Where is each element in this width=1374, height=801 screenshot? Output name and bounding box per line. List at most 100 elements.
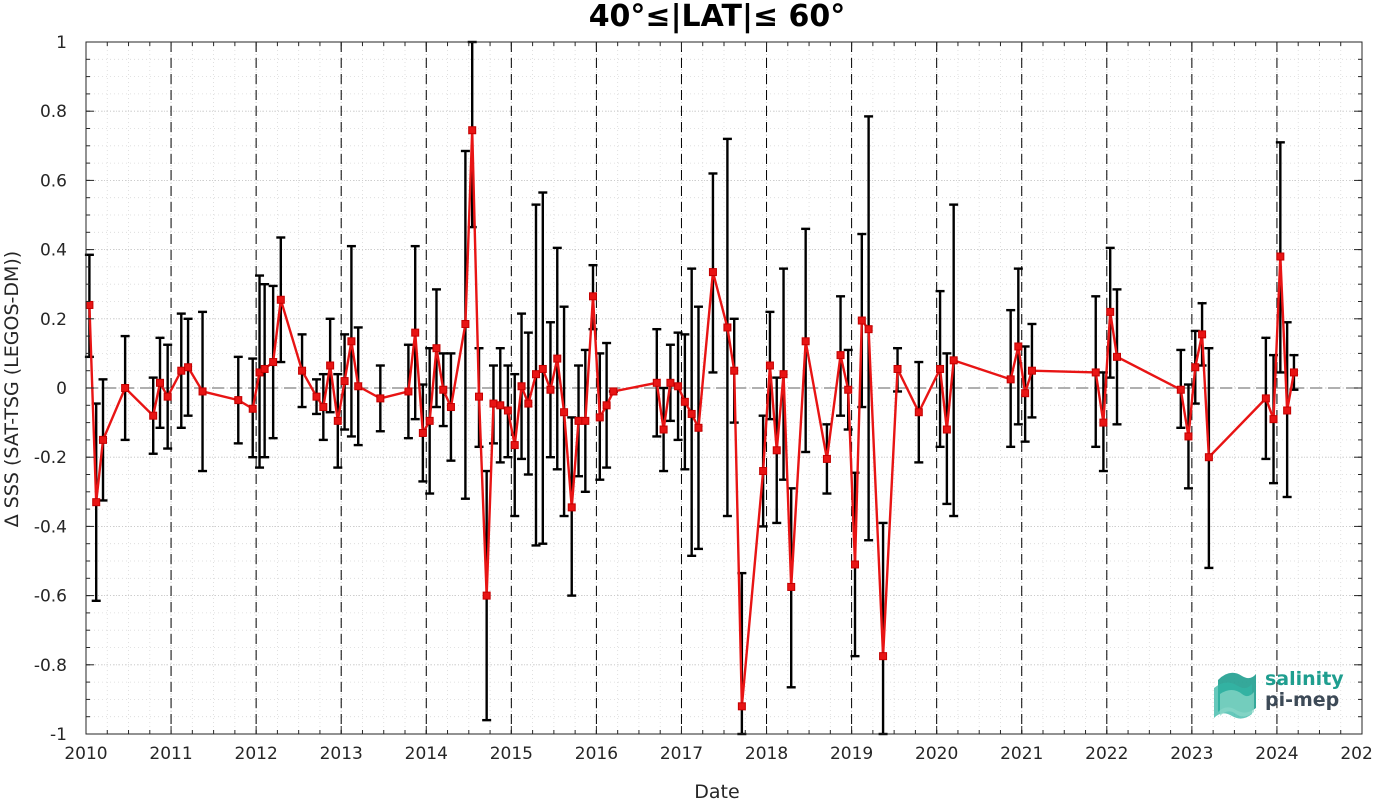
data-point xyxy=(1276,252,1285,261)
data-point xyxy=(517,382,526,391)
data-point xyxy=(92,498,101,507)
data-point xyxy=(354,382,363,391)
data-point xyxy=(85,300,94,309)
y-tick-label: 0.2 xyxy=(40,310,67,330)
data-point xyxy=(787,582,796,591)
x-tick-label: 2018 xyxy=(745,744,788,764)
data-point xyxy=(468,126,477,135)
y-tick-label: 0 xyxy=(56,379,67,399)
x-axis-title: Date xyxy=(694,781,739,801)
x-tick-label: 2019 xyxy=(830,744,873,764)
x-tick-label: 2014 xyxy=(405,744,448,764)
data-point xyxy=(851,560,860,569)
data-point xyxy=(857,316,866,325)
data-point xyxy=(1198,330,1207,339)
waves-logo-icon xyxy=(1214,672,1256,719)
data-point xyxy=(560,408,569,417)
data-point xyxy=(411,328,420,337)
data-point xyxy=(1269,415,1278,424)
data-point xyxy=(333,416,342,425)
x-tick-label: 2011 xyxy=(149,744,192,764)
data-point xyxy=(765,361,774,370)
data-point xyxy=(184,363,193,372)
x-tick-label: 2013 xyxy=(320,744,363,764)
data-point xyxy=(347,337,356,346)
data-point xyxy=(708,268,717,277)
data-point xyxy=(737,702,746,711)
data-point xyxy=(1006,375,1015,384)
chart-title: 40°≤|LAT|≤ 60° xyxy=(589,0,846,34)
x-tick-label: 2010 xyxy=(64,744,107,764)
x-tick-label: 2016 xyxy=(575,744,618,764)
data-point xyxy=(553,354,562,363)
x-tick-label: 2024 xyxy=(1255,744,1298,764)
data-point xyxy=(1113,352,1122,361)
data-point xyxy=(879,652,888,661)
data-point xyxy=(198,387,207,396)
data-point xyxy=(432,344,441,353)
data-point xyxy=(234,396,243,405)
data-point xyxy=(510,441,519,450)
data-point xyxy=(496,401,505,410)
data-point xyxy=(503,406,512,415)
data-point xyxy=(1106,307,1115,316)
data-point xyxy=(588,292,597,301)
data-point xyxy=(546,385,555,394)
data-point xyxy=(687,409,696,418)
x-tick-label: 2023 xyxy=(1170,744,1213,764)
data-point xyxy=(723,323,732,332)
data-point xyxy=(652,378,661,387)
data-point xyxy=(1099,418,1108,427)
data-point xyxy=(489,399,498,408)
data-point xyxy=(1261,394,1270,403)
data-point xyxy=(404,387,413,396)
y-tick-label: -1 xyxy=(50,725,67,745)
data-point xyxy=(1289,368,1298,377)
x-tick-label: 2015 xyxy=(490,744,533,764)
y-tick-label: -0.2 xyxy=(34,448,67,468)
data-point xyxy=(298,366,307,375)
y-tick-label: -0.4 xyxy=(34,517,67,537)
data-point xyxy=(446,403,455,412)
y-tick-label: 0.8 xyxy=(40,102,67,122)
data-point xyxy=(1191,363,1200,372)
data-point xyxy=(893,364,902,373)
data-point xyxy=(595,413,604,422)
data-point xyxy=(581,416,590,425)
data-point xyxy=(772,446,781,455)
y-tick-labels: -1 -0.8 -0.6 -0.4 -0.2 0 0.2 0.4 0.6 0.8 1 xyxy=(34,33,67,745)
data-point xyxy=(439,385,448,394)
data-point xyxy=(524,399,533,408)
x-tick-label: 2012 xyxy=(235,744,278,764)
data-point xyxy=(532,370,541,379)
y-axis-title: Δ SSS (SAT-TSG (LEGOS-DM)) xyxy=(1,251,23,527)
series-markers xyxy=(85,126,1298,711)
x-tick-labels: 2010 2011 2012 2013 2014 2015 2016 2017 2018 2019… xyxy=(64,744,1374,764)
data-point xyxy=(376,394,385,403)
data-point xyxy=(1091,368,1100,377)
data-point xyxy=(121,384,130,392)
data-point xyxy=(163,392,172,401)
y-tick-label: 1 xyxy=(56,33,67,53)
data-point xyxy=(680,397,689,406)
data-point xyxy=(1204,453,1213,462)
x-tick-label: 2017 xyxy=(660,744,703,764)
data-point xyxy=(949,356,958,365)
data-point xyxy=(340,377,349,386)
data-point xyxy=(666,378,675,387)
data-point xyxy=(269,358,278,367)
data-point xyxy=(942,425,951,434)
data-point xyxy=(836,351,845,360)
data-point xyxy=(149,411,158,420)
data-point xyxy=(864,325,873,334)
logo-text-salinity: salinity xyxy=(1265,668,1344,690)
data-point xyxy=(177,366,186,375)
data-point xyxy=(418,428,427,437)
y-tick-label: -0.8 xyxy=(34,656,67,676)
salinity-pimep-logo: salinity pi-mep xyxy=(1214,668,1344,719)
data-point xyxy=(538,364,547,373)
data-point xyxy=(1021,389,1030,398)
data-point xyxy=(1184,432,1193,441)
data-point xyxy=(99,435,108,444)
